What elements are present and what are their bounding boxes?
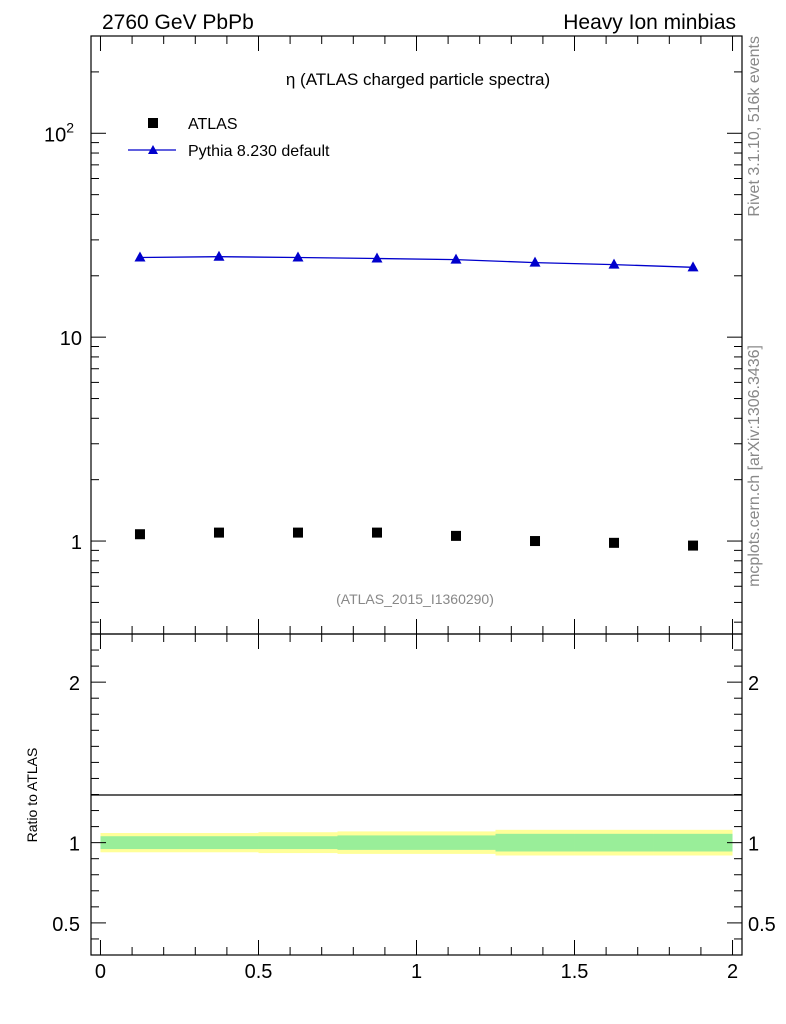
legend: ATLAS Pythia 8.230 default	[128, 116, 330, 160]
analysis-watermark: (ATLAS_2015_I1360290)	[336, 591, 494, 607]
pythia-point	[371, 252, 383, 263]
atlas-point	[371, 527, 382, 538]
main-ytick-label: 102	[44, 119, 74, 146]
atlas-point	[213, 527, 224, 538]
ratio-band-inner	[653, 833, 733, 852]
ratio-ytick-label-right: 0.5	[748, 914, 776, 936]
atlas-point	[609, 537, 620, 548]
main-plot-title: η (ATLAS charged particle spectra)	[286, 70, 550, 89]
ratio-ylabel: Ratio to ATLAS	[24, 748, 40, 843]
ratio-band-inner	[258, 836, 338, 850]
ratio-plot-frame	[90, 633, 743, 956]
side-label-top: Rivet 3.1.10, 516k events	[746, 36, 763, 217]
legend-atlas-marker	[148, 118, 158, 128]
ratio-xtick-label: 0	[95, 961, 106, 983]
pythia-point	[529, 256, 541, 267]
pythia-point	[213, 250, 225, 261]
ratio-ytick-label-left: 1	[69, 834, 80, 856]
ratio-ytick-label-left: 2	[69, 673, 80, 695]
ratio-band-inner	[100, 836, 180, 850]
ratio-xtick-label: 1	[411, 961, 422, 983]
pythia-point	[292, 251, 304, 262]
pythia-point	[450, 253, 462, 264]
legend-pythia-label: Pythia 8.230 default	[188, 143, 330, 160]
pythia-point	[608, 258, 620, 269]
ratio-band-inner	[495, 833, 575, 852]
header-left: 2760 GeV PbPb	[102, 11, 254, 34]
atlas-point	[688, 540, 699, 551]
main-ytick-label: 10	[60, 328, 82, 350]
atlas-point	[451, 530, 462, 541]
ratio-ytick-label-right: 2	[748, 673, 759, 695]
ratio-ytick-label-right: 1	[748, 834, 759, 856]
header-right: Heavy Ion minbias	[563, 11, 736, 34]
side-label-bottom: mcplots.cern.ch [arXiv:1306.3436]	[746, 345, 763, 587]
ratio-ytick-label-left: 0.5	[52, 914, 80, 936]
main-ytick-label: 1	[71, 532, 82, 554]
ratio-plot-panel: 0.5 0.5 1 1 2 2 0 0.5 1 1.5 2 Ratio to ATLAS	[24, 633, 776, 983]
pythia-point	[687, 261, 699, 272]
pythia-line	[139, 256, 694, 268]
ratio-band-inner	[179, 836, 259, 850]
main-plot-panel: η (ATLAS charged particle spectra) (ATLA…	[44, 35, 743, 635]
ratio-xtick-label: 1.5	[561, 961, 589, 983]
ratio-band-inner	[337, 835, 417, 850]
legend-pythia-marker	[148, 145, 158, 154]
ratio-band-inner	[416, 835, 496, 850]
atlas-point	[530, 536, 541, 547]
pythia-point	[134, 251, 146, 262]
atlas-point	[134, 529, 145, 540]
legend-atlas-label: ATLAS	[188, 116, 238, 133]
atlas-point	[292, 527, 303, 538]
ratio-band-inner	[574, 833, 654, 852]
ratio-xtick-label: 2	[727, 961, 738, 983]
ratio-xtick-label: 0.5	[245, 961, 273, 983]
